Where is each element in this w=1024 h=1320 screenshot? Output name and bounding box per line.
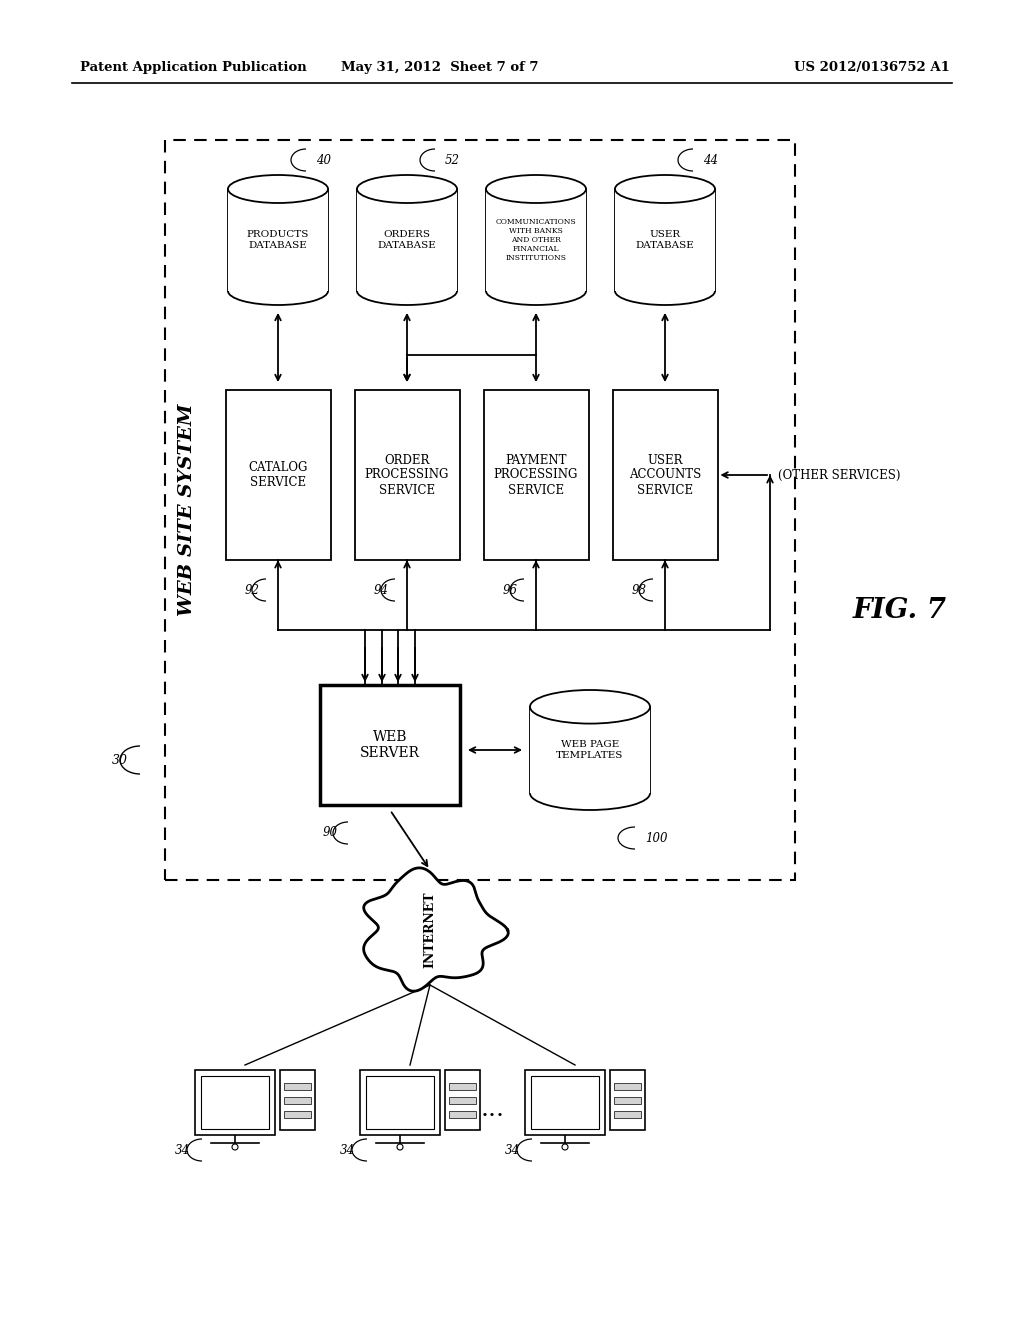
Circle shape <box>562 1144 568 1150</box>
Text: May 31, 2012  Sheet 7 of 7: May 31, 2012 Sheet 7 of 7 <box>341 62 539 74</box>
Text: 30: 30 <box>112 754 128 767</box>
Text: FIG. 7: FIG. 7 <box>853 597 947 623</box>
Text: (OTHER SERVICES): (OTHER SERVICES) <box>778 469 900 482</box>
Ellipse shape <box>530 776 650 810</box>
Text: 92: 92 <box>245 583 260 597</box>
Bar <box>614 1097 641 1104</box>
Polygon shape <box>364 867 508 991</box>
Text: 96: 96 <box>503 583 518 597</box>
Bar <box>280 1071 315 1130</box>
Bar <box>357 189 457 290</box>
Ellipse shape <box>615 176 715 203</box>
Bar <box>449 1111 476 1118</box>
Ellipse shape <box>357 277 457 305</box>
Circle shape <box>232 1144 238 1150</box>
Text: WEB SITE SYSTEM: WEB SITE SYSTEM <box>178 404 196 616</box>
Text: US 2012/0136752 A1: US 2012/0136752 A1 <box>795 62 950 74</box>
Text: Patent Application Publication: Patent Application Publication <box>80 62 307 74</box>
Ellipse shape <box>228 277 328 305</box>
Text: 94: 94 <box>374 583 389 597</box>
Bar <box>366 1076 434 1129</box>
Bar <box>201 1076 269 1129</box>
Bar <box>614 1111 641 1118</box>
Ellipse shape <box>486 176 586 203</box>
Ellipse shape <box>530 690 650 723</box>
Text: USER
DATABASE: USER DATABASE <box>636 230 694 249</box>
Text: 34: 34 <box>175 1143 190 1156</box>
Bar <box>525 1071 605 1135</box>
Text: WEB PAGE
TEMPLATES: WEB PAGE TEMPLATES <box>556 741 624 760</box>
Text: INTERNET: INTERNET <box>424 892 436 969</box>
Bar <box>530 706 650 793</box>
Bar <box>614 1082 641 1090</box>
Text: 100: 100 <box>645 832 668 845</box>
Bar <box>360 1071 440 1135</box>
Text: ORDER
PROCESSING
SERVICE: ORDER PROCESSING SERVICE <box>365 454 450 496</box>
Text: 34: 34 <box>340 1143 355 1156</box>
Bar <box>225 389 331 560</box>
Bar <box>445 1071 480 1130</box>
Bar <box>354 389 460 560</box>
Ellipse shape <box>486 277 586 305</box>
Text: 34: 34 <box>505 1143 520 1156</box>
Text: COMMUNICATIONS
WITH BANKS
AND OTHER
FINANCIAL
INSTITUTIONS: COMMUNICATIONS WITH BANKS AND OTHER FINA… <box>496 218 577 263</box>
Bar <box>284 1082 311 1090</box>
Bar <box>165 140 795 880</box>
Bar <box>228 189 328 290</box>
Circle shape <box>397 1144 403 1150</box>
Text: ORDERS
DATABASE: ORDERS DATABASE <box>378 230 436 249</box>
Text: PAYMENT
PROCESSING
SERVICE: PAYMENT PROCESSING SERVICE <box>494 454 579 496</box>
Bar <box>612 389 718 560</box>
Text: USER
ACCOUNTS
SERVICE: USER ACCOUNTS SERVICE <box>629 454 701 496</box>
Ellipse shape <box>357 176 457 203</box>
Text: 98: 98 <box>632 583 647 597</box>
Text: ...: ... <box>481 1098 505 1122</box>
Bar <box>531 1076 599 1129</box>
Bar <box>610 1071 645 1130</box>
Ellipse shape <box>228 176 328 203</box>
Text: CATALOG
SERVICE: CATALOG SERVICE <box>248 461 307 488</box>
Text: 90: 90 <box>323 826 338 840</box>
Text: 40: 40 <box>316 153 331 166</box>
Text: 52: 52 <box>445 153 460 166</box>
Bar <box>449 1097 476 1104</box>
Bar <box>483 389 589 560</box>
Text: PRODUCTS
DATABASE: PRODUCTS DATABASE <box>247 230 309 249</box>
Bar <box>319 685 460 805</box>
Text: 44: 44 <box>703 153 718 166</box>
Bar <box>195 1071 275 1135</box>
Ellipse shape <box>615 277 715 305</box>
Text: WEB
SERVER: WEB SERVER <box>360 730 420 760</box>
Bar <box>449 1082 476 1090</box>
Bar <box>284 1111 311 1118</box>
Bar <box>284 1097 311 1104</box>
Bar <box>486 189 586 290</box>
Bar <box>615 189 715 290</box>
